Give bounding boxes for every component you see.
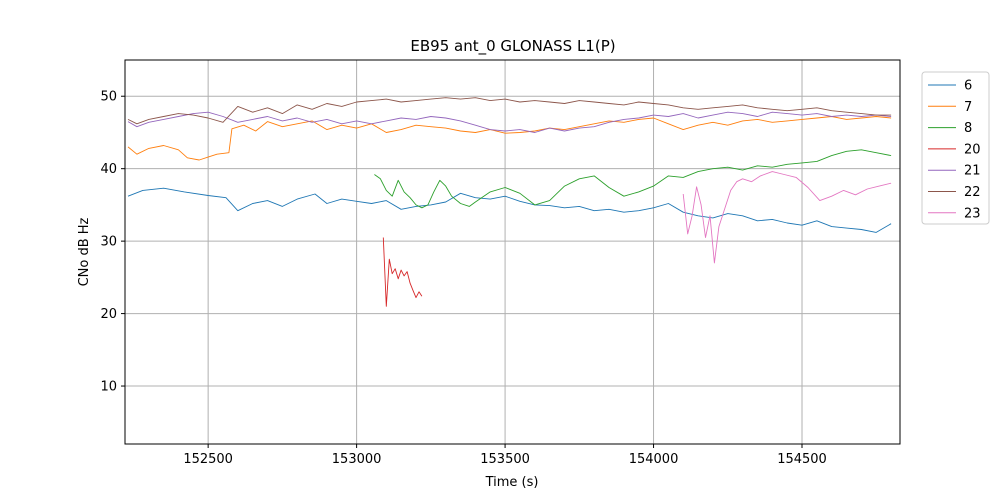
x-tick-label: 154000	[629, 452, 679, 467]
y-axis-label: CNo dB Hz	[77, 217, 92, 286]
legend-label-21: 21	[964, 164, 981, 179]
y-tick-label: 40	[100, 162, 117, 177]
ticks: 152500 153000 153500 154000 154500 10 20 30 40 50	[100, 90, 826, 467]
legend-label-23: 23	[964, 206, 981, 221]
x-tick-label: 153500	[480, 452, 530, 467]
series-line-7	[127, 116, 892, 161]
chart-title: EB95 ant_0 GLONASS L1(P)	[410, 37, 615, 56]
grid	[125, 60, 900, 444]
series-line-21	[127, 111, 892, 133]
legend-label-7: 7	[964, 100, 972, 115]
y-tick-label: 30	[100, 235, 117, 250]
series-line-6	[127, 187, 892, 233]
x-axis-label: Time (s)	[485, 475, 539, 490]
series-line-8	[374, 149, 892, 209]
series-line-20	[382, 237, 423, 307]
x-tick-label: 152500	[183, 452, 233, 467]
x-tick-label: 154500	[777, 452, 827, 467]
series-line-22	[127, 97, 892, 125]
legend-label-20: 20	[964, 142, 981, 157]
plot-frame	[124, 59, 901, 445]
legend-label-8: 8	[964, 121, 972, 136]
legend-label-6: 6	[964, 79, 972, 94]
y-tick-label: 50	[100, 90, 117, 105]
y-tick-label: 20	[100, 307, 117, 322]
x-tick-label: 153000	[332, 452, 382, 467]
series-line-23	[682, 171, 892, 264]
y-tick-label: 10	[100, 380, 117, 395]
series-layer	[127, 97, 892, 307]
legend-box	[921, 71, 990, 225]
legend: 6 7 8 20 21 22 23	[921, 71, 990, 225]
legend-label-22: 22	[964, 185, 981, 200]
